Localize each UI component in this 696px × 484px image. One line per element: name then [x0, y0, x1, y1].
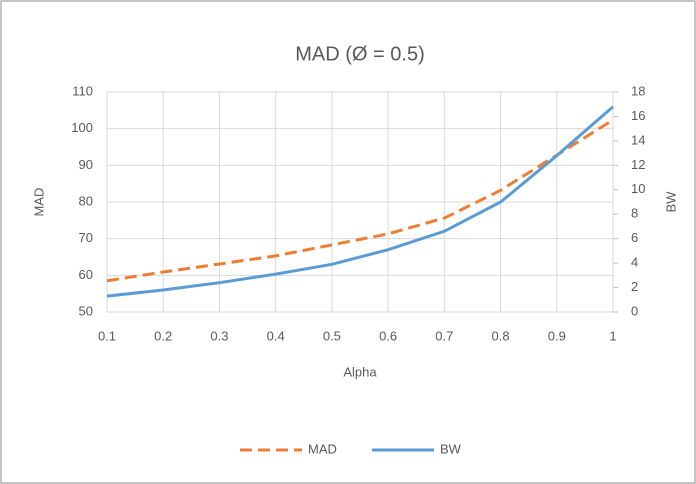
x-tick-label: 0.2	[154, 328, 172, 343]
y2-tick-label: 12	[631, 157, 645, 172]
x-tick-label: 0.1	[98, 328, 116, 343]
y2-tick-label: 18	[631, 83, 645, 98]
y-tick-label: 90	[79, 157, 93, 172]
series-line	[106, 118, 614, 283]
y-tick-label: 110	[72, 83, 93, 98]
x-tick-label: 0.8	[492, 328, 510, 343]
y-tick-label: 60	[79, 267, 93, 282]
series-line	[106, 105, 614, 298]
y-axis-title: MAD	[31, 188, 46, 217]
x-tick-label: 0.4	[267, 328, 285, 343]
legend-label: BW	[440, 441, 462, 456]
y-tick-label: 50	[79, 303, 93, 318]
y-tick-label: 80	[79, 193, 93, 208]
y-tick-label: 100	[71, 120, 93, 135]
y2-axis-title: BW	[663, 191, 678, 213]
chart-title: MAD (Ø = 0.5)	[295, 43, 424, 65]
y-tick-label: 70	[79, 230, 93, 245]
y2-tick-label: 4	[631, 255, 638, 270]
y2-tick-label: 8	[631, 206, 638, 221]
x-tick-label: 0.6	[379, 328, 397, 343]
y2-tick-label: 2	[631, 279, 638, 294]
x-tick-label: 0.5	[323, 328, 341, 343]
legend-label: MAD	[308, 441, 337, 456]
x-axis-title: Alpha	[343, 364, 377, 379]
x-tick-label: 0.9	[548, 328, 566, 343]
y2-tick-label: 6	[631, 230, 638, 245]
y2-tick-label: 16	[631, 108, 645, 123]
y2-tick-label: 10	[631, 181, 645, 196]
y2-tick-label: 14	[631, 132, 645, 147]
y2-tick-label: 0	[631, 303, 638, 318]
x-tick-label: 0.3	[210, 328, 228, 343]
x-tick-label: 0.7	[435, 328, 453, 343]
x-tick-label: 1	[609, 328, 616, 343]
